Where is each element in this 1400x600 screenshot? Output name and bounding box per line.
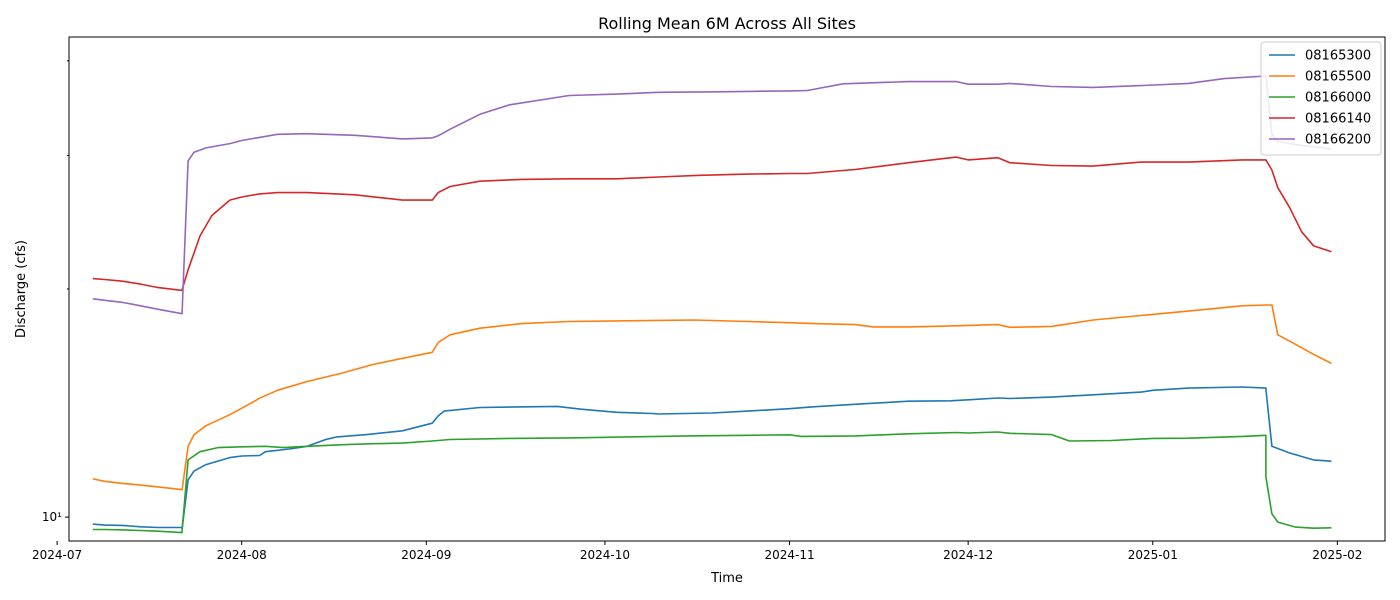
- series-line-08165500: [92, 304, 1332, 491]
- x-tick-label: 2024-12: [943, 548, 993, 562]
- series-line-08166140: [92, 156, 1332, 292]
- x-tick-label: 2024-10: [580, 548, 630, 562]
- plot-frame: [68, 36, 1386, 542]
- legend-entry-label: 08166140: [1305, 112, 1371, 127]
- x-axis: 2024-07 2024-08 2024-09 2024-10 2024-11 2024-…: [32, 541, 1362, 562]
- legend: 08165300 08165500 08166000 08166140 08166200: [1260, 41, 1382, 156]
- x-tick-label: 2024-08: [217, 548, 267, 562]
- series-line-08166000: [92, 431, 1332, 534]
- legend-entry-label: 08166200: [1305, 133, 1371, 148]
- y-axis-label: Discharge (cfs): [14, 240, 29, 338]
- y-tick-label: 10¹: [42, 510, 62, 524]
- legend-entry-label: 08165300: [1305, 49, 1371, 64]
- x-tick-label: 2025-01: [1128, 548, 1178, 562]
- series-line-08165300: [92, 386, 1332, 530]
- x-axis-label: Time: [710, 571, 743, 586]
- legend-box: [1260, 41, 1382, 156]
- legend-entry-label: 08166000: [1305, 91, 1371, 106]
- x-tick-label: 2025-02: [1312, 548, 1362, 562]
- chart-title: Rolling Mean 6M Across All Sites: [598, 14, 856, 33]
- series-line-08166200: [92, 75, 1332, 315]
- plot-area: [92, 75, 1332, 534]
- legend-entry-label: 08165500: [1305, 70, 1371, 85]
- y-axis: 10¹: [42, 60, 69, 524]
- x-tick-label: 2024-09: [401, 548, 451, 562]
- x-tick-label: 2024-07: [32, 548, 82, 562]
- x-tick-label: 2024-11: [764, 548, 814, 562]
